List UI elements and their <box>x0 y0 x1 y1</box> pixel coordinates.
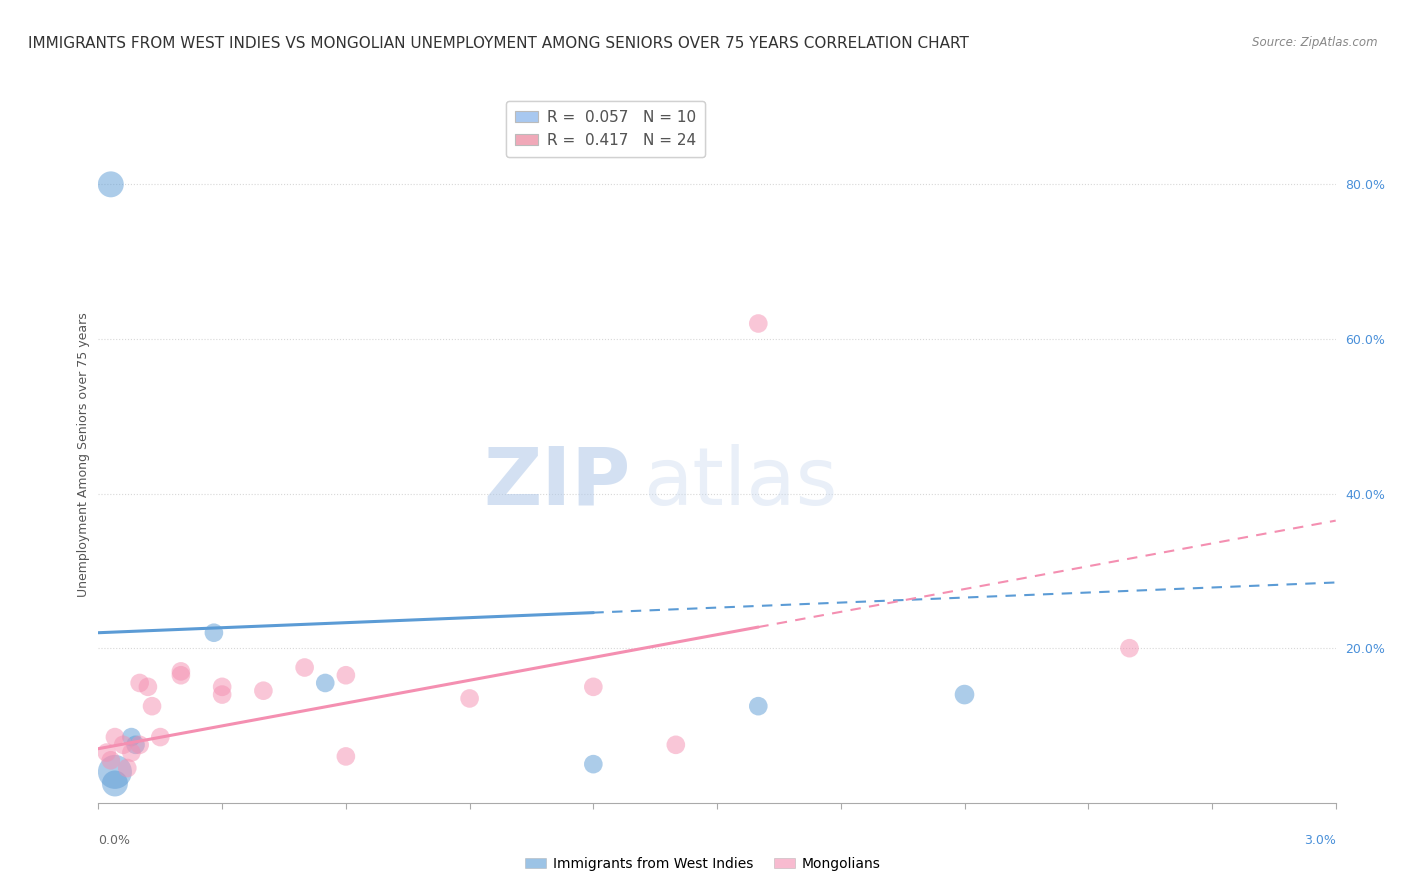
Point <box>747 699 769 714</box>
Text: ZIP: ZIP <box>484 443 630 522</box>
Point <box>170 665 193 679</box>
Point <box>953 688 976 702</box>
Text: IMMIGRANTS FROM WEST INDIES VS MONGOLIAN UNEMPLOYMENT AMONG SENIORS OVER 75 YEAR: IMMIGRANTS FROM WEST INDIES VS MONGOLIAN… <box>28 36 969 51</box>
Point <box>202 625 225 640</box>
Point <box>104 776 127 790</box>
Legend: Immigrants from West Indies, Mongolians: Immigrants from West Indies, Mongolians <box>520 851 886 876</box>
Point <box>104 730 127 744</box>
Y-axis label: Unemployment Among Seniors over 75 years: Unemployment Among Seniors over 75 years <box>77 312 90 598</box>
Point <box>104 764 127 779</box>
Point <box>100 178 122 192</box>
Point <box>665 738 688 752</box>
Point <box>96 746 118 760</box>
Point <box>335 749 357 764</box>
Point <box>211 680 233 694</box>
Text: 0.0%: 0.0% <box>98 834 131 847</box>
Legend: R =  0.057   N = 10, R =  0.417   N = 24: R = 0.057 N = 10, R = 0.417 N = 24 <box>506 101 706 157</box>
Point <box>128 738 150 752</box>
Point <box>112 738 135 752</box>
Point <box>100 753 122 767</box>
Point <box>582 680 605 694</box>
Point <box>314 676 336 690</box>
Point <box>252 683 274 698</box>
Point <box>136 680 159 694</box>
Point <box>117 761 139 775</box>
Point <box>1118 641 1140 656</box>
Point <box>141 699 163 714</box>
Point <box>458 691 481 706</box>
Point <box>124 738 146 752</box>
Point <box>128 676 150 690</box>
Point <box>120 746 142 760</box>
Point <box>211 688 233 702</box>
Text: 3.0%: 3.0% <box>1303 834 1336 847</box>
Text: atlas: atlas <box>643 443 837 522</box>
Point <box>747 317 769 331</box>
Point <box>582 757 605 772</box>
Point <box>120 730 142 744</box>
Point <box>294 660 316 674</box>
Point <box>335 668 357 682</box>
Point <box>170 668 193 682</box>
Point <box>149 730 172 744</box>
Text: Source: ZipAtlas.com: Source: ZipAtlas.com <box>1253 36 1378 49</box>
